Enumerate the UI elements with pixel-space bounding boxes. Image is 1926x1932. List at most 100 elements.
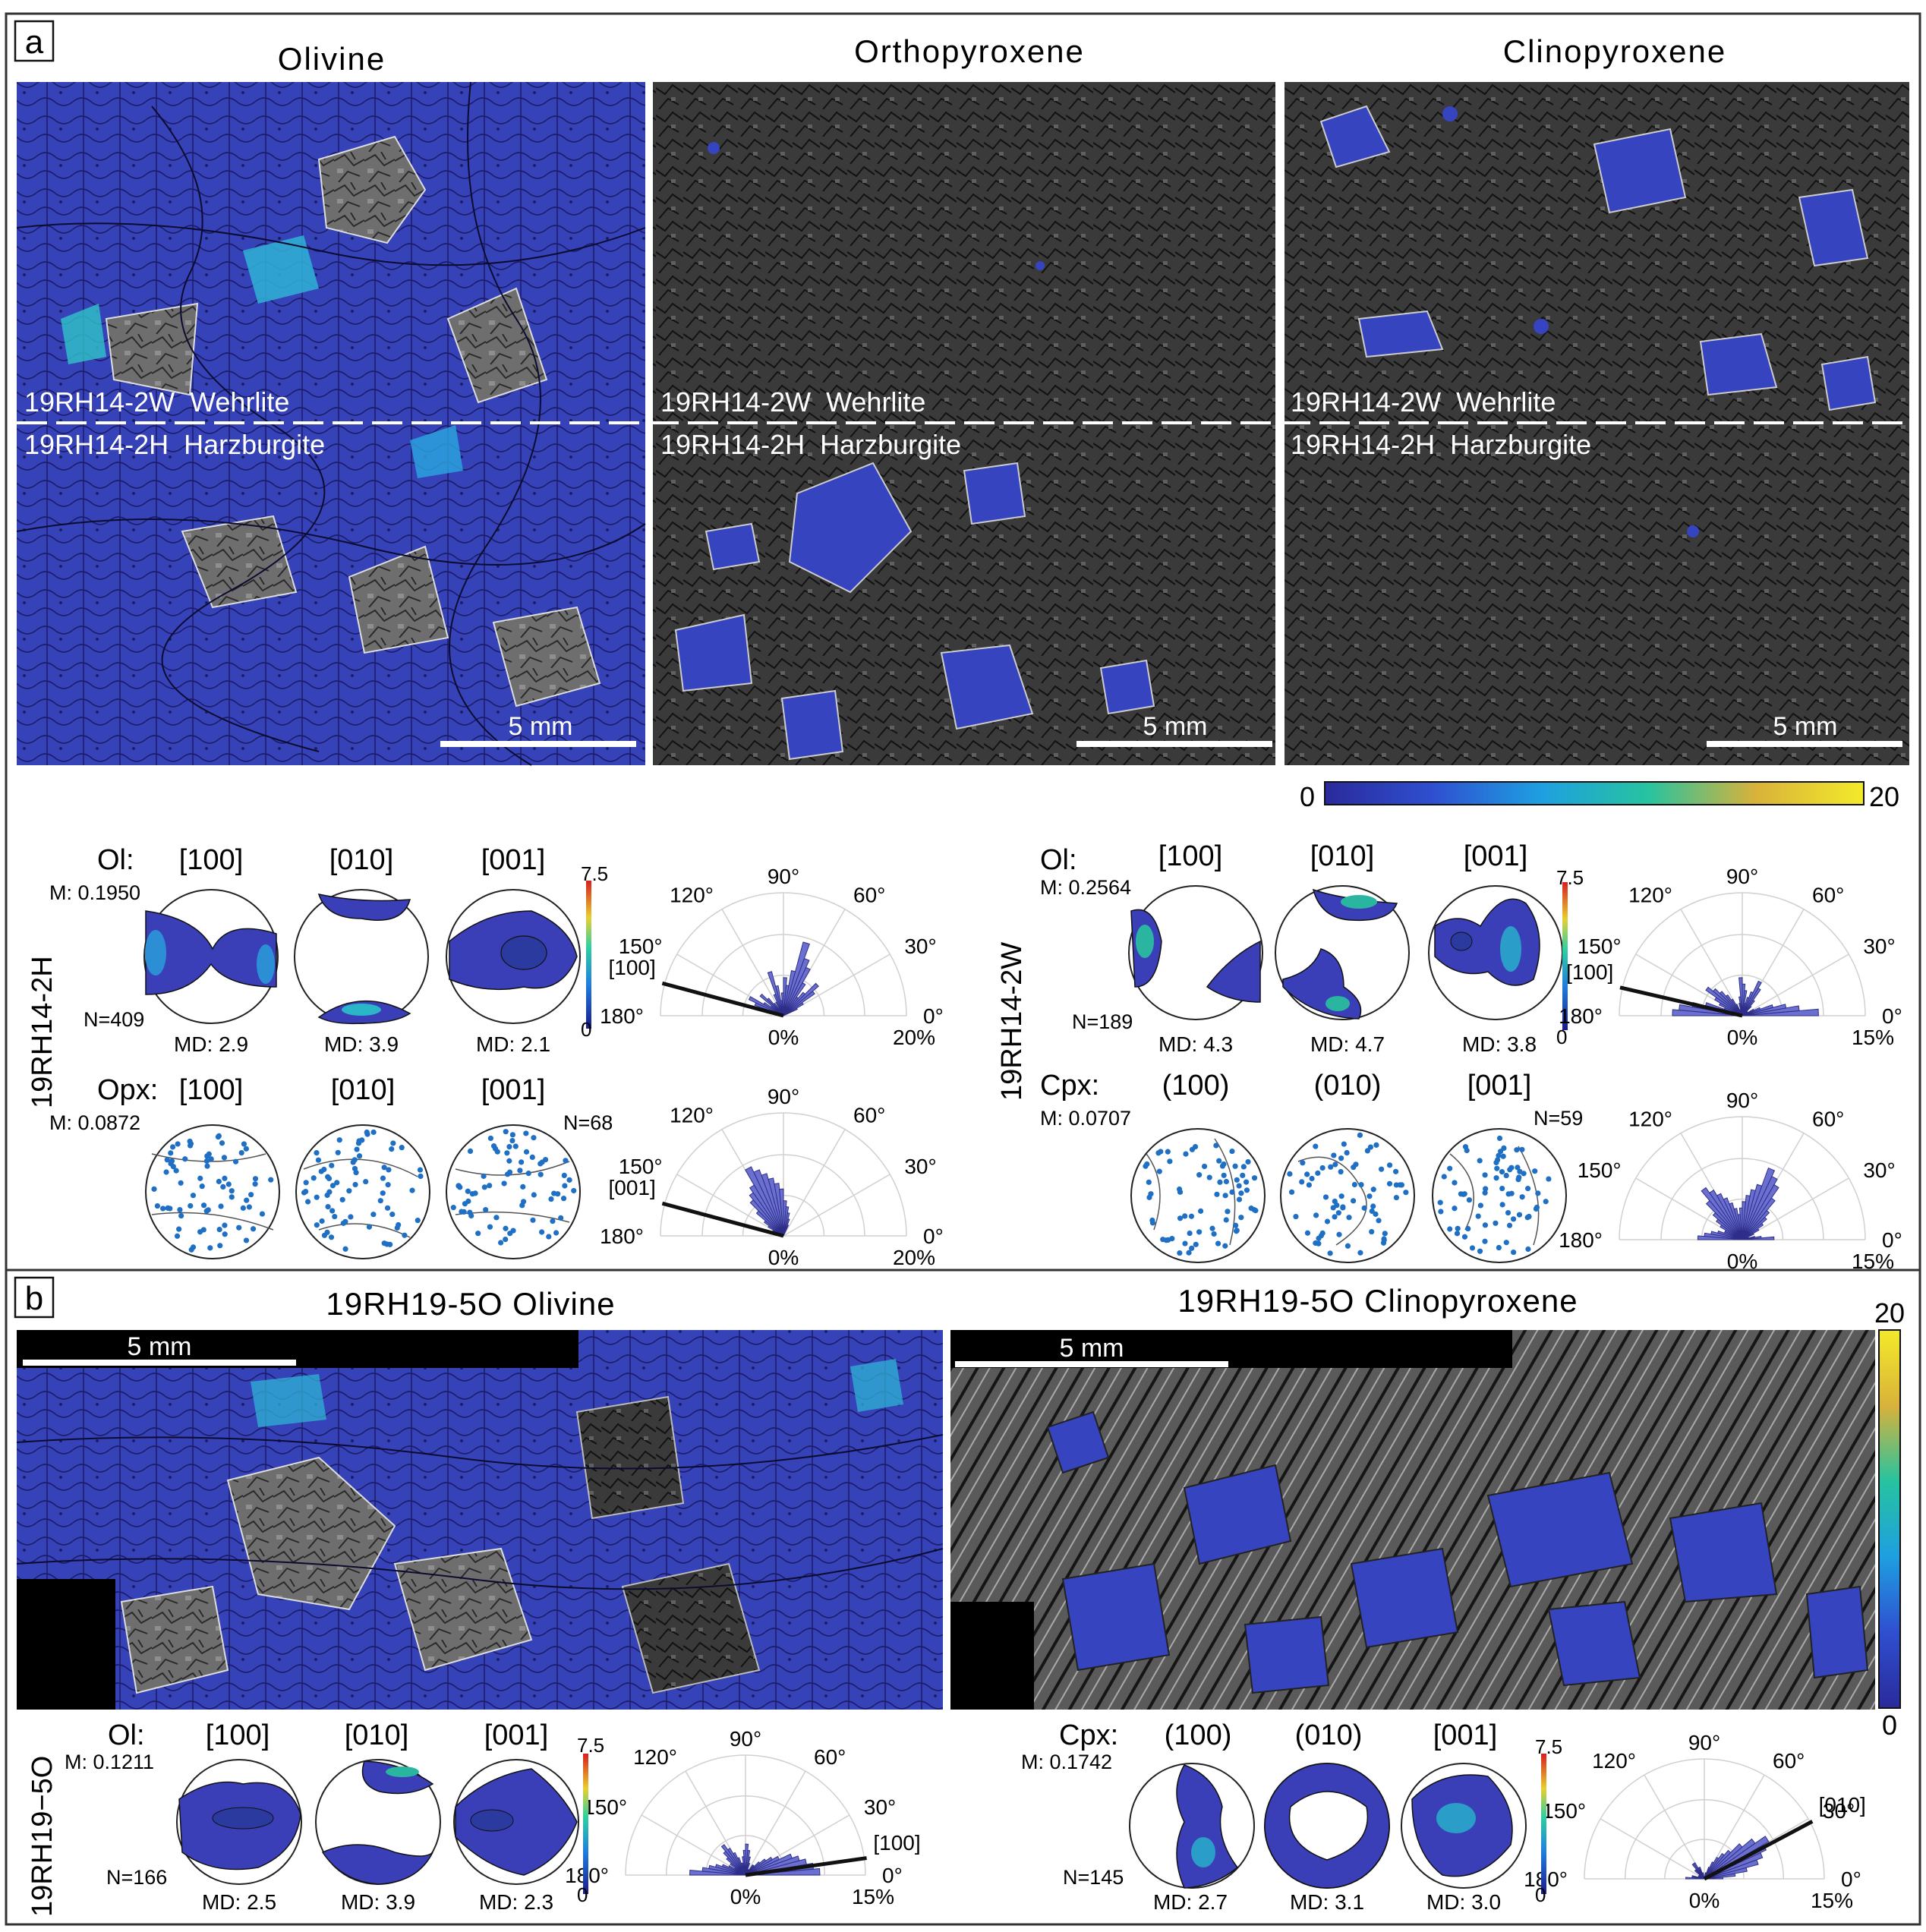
pole-point: [1209, 1225, 1215, 1231]
rose-mean-direction: [745, 1856, 867, 1877]
pole-point: [415, 1217, 421, 1224]
pole-point: [377, 1198, 383, 1204]
pole-point: [1236, 1196, 1243, 1202]
pole-point: [450, 1205, 456, 1211]
pole-point: [1369, 1208, 1375, 1215]
pole-point: [352, 1181, 358, 1188]
pf-2w-ol-axis-010: [010]: [1310, 840, 1375, 872]
pole-point: [339, 1196, 345, 1202]
pole-figure-2w-cpx-100: [1130, 1128, 1266, 1263]
pf-colorbar-5o-ol: [583, 1754, 588, 1894]
rose-angle-label: 60°: [853, 1104, 885, 1127]
pole-point: [1335, 1210, 1341, 1216]
pole-point: [173, 1168, 179, 1174]
pole-point: [1496, 1152, 1502, 1158]
pole-point: [1223, 1217, 1229, 1223]
colorbar-b-max: 20: [1874, 1297, 1905, 1328]
pole-point: [1515, 1165, 1521, 1171]
pole-point: [384, 1205, 391, 1211]
sample-label-2h: 19RH14-2H: [27, 956, 58, 1108]
pole-point: [1300, 1160, 1306, 1166]
pole-point: [174, 1233, 181, 1239]
pole-point: [1511, 1216, 1517, 1222]
pole-point: [268, 1177, 274, 1183]
pole-point: [1517, 1168, 1523, 1174]
pole-point: [1313, 1240, 1319, 1247]
pole-point: [168, 1150, 174, 1156]
pole-point: [1236, 1183, 1242, 1189]
pole-point: [1222, 1243, 1228, 1249]
pole-point: [310, 1175, 317, 1181]
label-wehrlite-cpx: 19RH14-2W Wehrlite: [1291, 386, 1556, 418]
pole-point: [329, 1183, 336, 1189]
pf-2w-cpx-axis-010: (010): [1314, 1070, 1382, 1102]
scale-label-b-cpx: 5 mm: [1060, 1334, 1124, 1363]
pf-2w-cpx-n: N=59: [1534, 1107, 1583, 1130]
rose-angle-label: 30°: [1863, 1158, 1895, 1182]
pole-point: [469, 1191, 475, 1197]
pole-point: [370, 1129, 377, 1136]
pf-2w-cpx-label: Cpx:: [1040, 1070, 1099, 1102]
pole-point: [384, 1241, 390, 1247]
sample-label-2w: 19RH14-2W: [996, 942, 1028, 1101]
rose-angle-label: 60°: [814, 1745, 846, 1769]
rose-center-label: 0%: [768, 1246, 799, 1269]
pole-point: [531, 1135, 537, 1141]
pole-point: [1221, 1161, 1227, 1168]
panel-a-letter: a: [25, 24, 44, 61]
pf-2h-opx-label: Opx:: [97, 1074, 158, 1106]
pole-point: [207, 1245, 213, 1251]
pf-2w-cpx-m: M: 0.0707: [1040, 1107, 1131, 1130]
rose-angle-label: 150°: [1578, 1158, 1622, 1182]
pole-point: [417, 1167, 424, 1173]
pole-point: [217, 1243, 223, 1249]
pole-point: [1499, 1202, 1505, 1208]
pole-point: [355, 1140, 362, 1146]
pole-point: [1324, 1218, 1331, 1224]
pole-point: [1477, 1202, 1483, 1209]
pole-point: [1454, 1231, 1461, 1237]
pole-point: [558, 1215, 564, 1221]
pole-point: [1511, 1249, 1517, 1256]
rose-angle-label: 120°: [1592, 1749, 1636, 1773]
colorbar-a-max: 20: [1869, 781, 1899, 812]
pole-point: [1525, 1186, 1531, 1192]
pole-point: [1332, 1214, 1338, 1220]
pole-point: [1494, 1165, 1500, 1171]
pole-point: [182, 1156, 188, 1162]
pole-point: [364, 1129, 370, 1136]
pf-2h-ol-label: Ol:: [97, 844, 134, 876]
pole-point: [1477, 1248, 1483, 1254]
pf-2h-ol-md-010: MD: 3.9: [324, 1032, 399, 1056]
pole-point: [1524, 1215, 1530, 1221]
pole-point: [325, 1204, 331, 1210]
pole-point: [167, 1206, 173, 1212]
pole-point: [1287, 1171, 1293, 1177]
pole-point: [303, 1188, 309, 1195]
rose-center-label: 0%: [730, 1885, 761, 1908]
pole-point: [1198, 1208, 1204, 1214]
pole-point: [354, 1146, 360, 1152]
pole-point: [1304, 1171, 1310, 1177]
colorbar-a-min: 0: [1300, 781, 1315, 812]
rose-direction-label: [010]: [1819, 1793, 1866, 1817]
pole-point: [304, 1199, 311, 1205]
rose-angle-label: 30°: [904, 1155, 936, 1178]
pole-point: [1243, 1179, 1250, 1185]
label-harzburgite-ol: 19RH14-2H Harzburgite: [24, 429, 325, 460]
pole-point: [229, 1194, 235, 1200]
rose-center-label: 0%: [1689, 1889, 1720, 1912]
pole-point: [1315, 1170, 1321, 1176]
pf-colorbar-5o-cpx-min: 0: [1535, 1883, 1546, 1906]
map-title-b-olivine: 19RH19-5O Olivine: [326, 1286, 615, 1322]
pole-point: [252, 1181, 258, 1187]
pole-point: [238, 1149, 244, 1156]
rose-angle-label: 90°: [1688, 1731, 1720, 1754]
pole-point: [385, 1182, 391, 1188]
pole-point: [314, 1194, 320, 1200]
pole-point: [1516, 1174, 1522, 1180]
pole-point: [1505, 1209, 1511, 1216]
pole-point: [1398, 1182, 1405, 1188]
pole-point: [389, 1212, 396, 1218]
pole-point: [1165, 1149, 1171, 1155]
